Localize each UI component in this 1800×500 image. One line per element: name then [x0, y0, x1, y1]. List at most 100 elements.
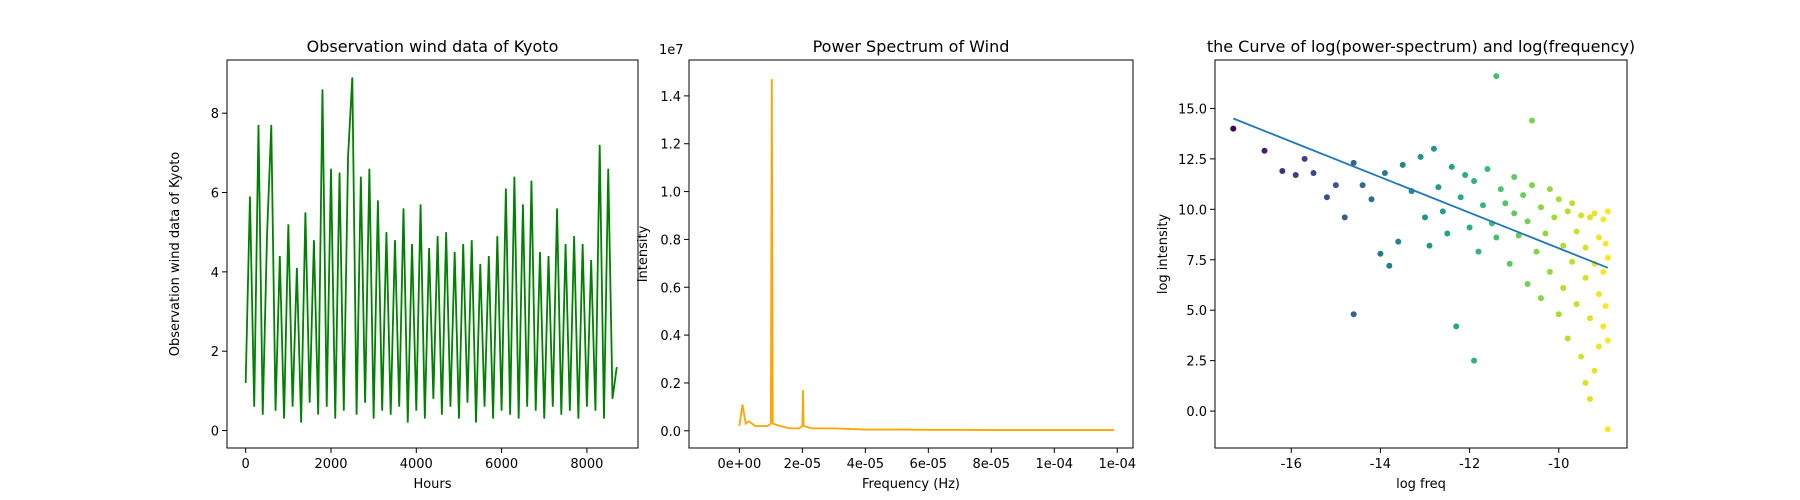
scatter-point	[1600, 323, 1607, 330]
scatter-point	[1457, 194, 1464, 201]
x-tick-label: 4e-05	[847, 457, 885, 472]
y-tick-label: 0.0	[1186, 405, 1207, 420]
y-tick-label: 0.2	[660, 377, 681, 392]
scatter-point	[1386, 262, 1393, 269]
scatter-point	[1591, 210, 1598, 217]
scatter-point	[1471, 357, 1478, 364]
scatter-point	[1600, 268, 1607, 275]
scatter-point	[1564, 335, 1571, 342]
chart-title: Observation wind data of Kyoto	[307, 37, 559, 56]
axes-frame	[226, 59, 639, 449]
scatter-point	[1453, 323, 1460, 330]
scatter-point	[1591, 367, 1598, 374]
scatter-point	[1551, 214, 1558, 221]
y-tick-label: 8	[211, 107, 219, 122]
y-tick-label: 1.4	[660, 90, 681, 105]
scatter-point	[1368, 196, 1375, 203]
scatter-point	[1511, 210, 1518, 217]
scatter-point	[1569, 258, 1576, 265]
scatter-point	[1399, 161, 1406, 168]
scatter-point	[1600, 216, 1607, 223]
scatter-point	[1341, 214, 1348, 221]
scatter-point	[1586, 395, 1593, 402]
scatter-point	[1350, 311, 1357, 318]
scatter-point	[1323, 194, 1330, 201]
y-tick-label: 1.0	[660, 186, 681, 201]
scatter-point	[1279, 167, 1286, 174]
scatter-point	[1604, 426, 1611, 433]
x-tick-label: 0e+00	[718, 457, 762, 472]
scatter-point	[1332, 182, 1339, 189]
scatter-point	[1497, 186, 1504, 193]
scatter-point	[1537, 295, 1544, 302]
scatter-point	[1506, 260, 1513, 267]
scatter-point	[1604, 337, 1611, 344]
scatter-point	[1533, 248, 1540, 255]
scatter-point	[1529, 117, 1536, 124]
scatter-point	[1511, 174, 1518, 181]
scatter-point	[1502, 200, 1509, 207]
scatter-point	[1595, 291, 1602, 298]
scatter-point	[1555, 196, 1562, 203]
y-tick-label: 2	[211, 345, 219, 360]
plot-area	[1230, 73, 1611, 433]
scatter-point	[1422, 214, 1429, 221]
y-tick-label: 4	[211, 266, 219, 281]
scatter-point	[1475, 248, 1482, 255]
y-tick-label: 12.5	[1178, 153, 1207, 168]
scatter-point	[1430, 145, 1437, 152]
scatter-point	[1448, 163, 1455, 170]
y-tick-label: 5.0	[1186, 304, 1207, 319]
scatter-point	[1381, 169, 1388, 176]
scatter-point	[1230, 125, 1237, 132]
y-tick-label: 0.6	[660, 281, 681, 296]
scatter-point	[1578, 212, 1585, 219]
x-tick-label: 2000	[314, 457, 347, 472]
plot-area	[244, 77, 618, 423]
y-axis-label: Observation wind data of Kyoto	[168, 152, 183, 357]
axes-frame	[688, 59, 1134, 449]
x-tick-label: 4000	[400, 457, 433, 472]
scatter-point	[1586, 214, 1593, 221]
scatter-point	[1560, 284, 1567, 291]
scatter-point	[1569, 200, 1576, 207]
y-axis-label: Intensity	[636, 225, 651, 282]
y-tick-label: 0.0	[660, 425, 681, 440]
scatter-point	[1582, 274, 1589, 281]
scatter-point	[1493, 73, 1500, 80]
scatter-point	[1462, 172, 1469, 179]
scatter-point	[1582, 244, 1589, 251]
scatter-point	[1542, 230, 1549, 237]
scatter-point	[1564, 208, 1571, 215]
scatter-point	[1310, 169, 1317, 176]
data-line	[738, 79, 1115, 431]
x-tick-label: 1e-04	[1098, 457, 1136, 472]
scatter-point	[1560, 242, 1567, 249]
x-tick-label: -14	[1370, 457, 1391, 472]
scatter-point	[1350, 159, 1357, 166]
y-tick-label: 0.8	[660, 233, 681, 248]
x-tick-label: 6000	[485, 457, 518, 472]
x-axis-label: Frequency (Hz)	[862, 477, 960, 492]
x-tick-label: 8000	[570, 457, 603, 472]
scatter-point	[1439, 208, 1446, 215]
scatter-point	[1471, 178, 1478, 185]
scatter-point	[1520, 192, 1527, 199]
x-axis-label: log freq	[1396, 477, 1446, 492]
scatter-point	[1301, 155, 1308, 162]
y-offset-label: 1e7	[659, 43, 684, 58]
y-tick-label: 6	[211, 187, 219, 202]
y-tick-label: 10.0	[1178, 203, 1207, 218]
axes-frame	[1214, 59, 1628, 449]
y-tick-label: 0	[211, 425, 219, 440]
scatter-point	[1444, 230, 1451, 237]
scatter-point	[1524, 218, 1531, 225]
plot-area	[738, 79, 1115, 431]
x-tick-label: 0	[242, 457, 250, 472]
scatter-point	[1417, 153, 1424, 160]
scatter-point	[1426, 242, 1433, 249]
chart-title: Power Spectrum of Wind	[813, 37, 1010, 56]
x-tick-label: 1e-04	[1036, 457, 1074, 472]
scatter-point	[1261, 147, 1268, 154]
